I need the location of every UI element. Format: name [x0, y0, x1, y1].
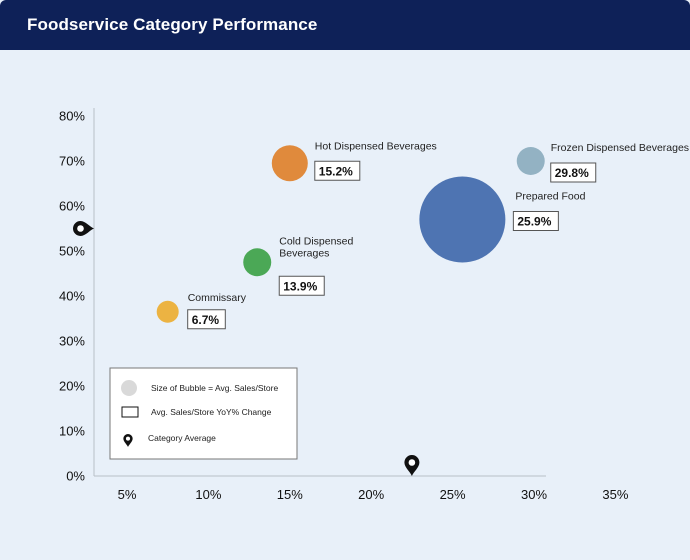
bubble-point [243, 248, 272, 277]
change-box [314, 160, 361, 181]
bubble-chart: 0% 10% 20% 30% 40% 50% 60% 70% 80% 5% 10% 15% 20% 25%… [59, 108, 689, 502]
y-tick-label: 30% [59, 334, 85, 349]
chart-title: Foodservice Category Performance [27, 15, 318, 34]
change-value: 13.9% [283, 279, 317, 293]
pin-hole [77, 225, 84, 232]
legend-pin-icon [123, 433, 133, 447]
y-tick-label: 10% [59, 424, 85, 439]
x-tick-label: 25% [440, 487, 466, 502]
x-tick-label: 5% [118, 487, 137, 502]
chart-header: Foodservice Category Performance [0, 0, 690, 50]
bubble-label: Prepared Food [515, 191, 585, 203]
pin-hole [408, 459, 416, 466]
bubble-label: Commissary [188, 292, 247, 304]
x-tick-label: 15% [277, 487, 303, 502]
change-box [278, 275, 325, 296]
legend-label: Avg. Sales/Store YoY% Change [151, 407, 272, 417]
legend-label: Size of Bubble = Avg. Sales/Store [151, 383, 278, 393]
change-box [550, 162, 597, 183]
bubble-point [156, 300, 179, 323]
bubble-point [419, 176, 506, 263]
legend-circle-icon [121, 380, 137, 396]
y-tick-label: 50% [59, 244, 85, 259]
change-box [187, 309, 226, 330]
legend-label: Category Average [148, 433, 216, 443]
change-value: 29.8% [555, 166, 589, 180]
y-tick-label: 40% [59, 289, 85, 304]
change-box [512, 211, 559, 231]
bubble-label: Frozen Dispensed Beverages [551, 142, 689, 154]
category-average-x-pin-icon [404, 455, 420, 476]
x-tick-label: 10% [195, 487, 221, 502]
y-tick-label: 0% [66, 469, 85, 484]
pin-hole [125, 436, 131, 441]
bubble-label: Beverages [279, 247, 329, 259]
y-tick-label: 70% [59, 154, 85, 169]
bubble-label: Cold Dispensed [279, 235, 353, 247]
y-tick-label: 20% [59, 379, 85, 394]
y-tick-label: 60% [59, 199, 85, 214]
bubble-point [516, 147, 545, 175]
category-average-y-pin-icon [73, 221, 94, 236]
legend-box-icon [121, 406, 139, 418]
x-tick-label: 30% [521, 487, 547, 502]
legend-box [109, 367, 298, 460]
x-tick-label: 35% [602, 487, 628, 502]
change-value: 6.7% [192, 313, 220, 327]
change-value: 15.2% [319, 164, 353, 178]
bubble-label: Hot Dispensed Beverages [315, 140, 437, 152]
x-tick-label: 20% [358, 487, 384, 502]
y-tick-label: 80% [59, 109, 85, 124]
bubble-point [271, 145, 308, 182]
change-value: 25.9% [517, 215, 551, 229]
